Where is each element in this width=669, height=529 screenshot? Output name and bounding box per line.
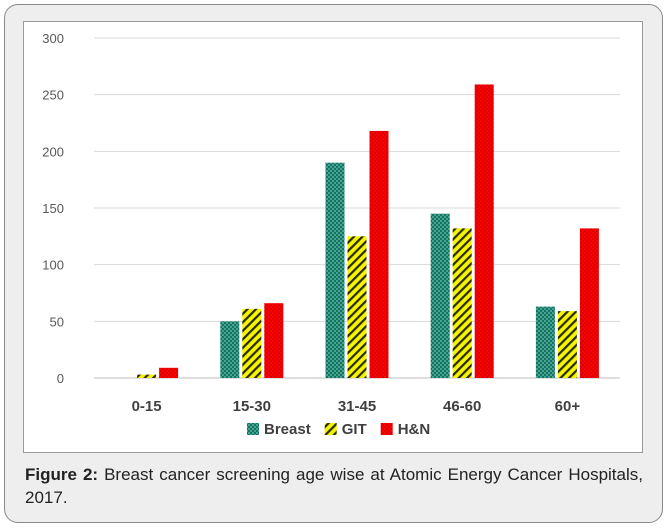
y-tick-label: 100 xyxy=(42,258,64,273)
bar-git-46-60 xyxy=(452,228,472,378)
y-tick-label: 50 xyxy=(50,314,64,329)
figure-caption-text: Breast cancer screening age wise at Atom… xyxy=(25,465,643,507)
bar-h-n-46-60 xyxy=(474,84,494,378)
x-category-label: 60+ xyxy=(555,398,581,415)
bar-git-15-30 xyxy=(242,308,262,378)
bar-git-0-15 xyxy=(137,374,157,378)
bar-breast-15-30 xyxy=(220,321,240,378)
bars xyxy=(137,84,599,378)
x-axis-categories: 0-15 15-30 31-45 46-60 60+ xyxy=(132,398,581,415)
bar-h-n-0-15 xyxy=(159,367,179,378)
legend: Breast GIT H&N xyxy=(247,421,430,438)
y-tick-label: 200 xyxy=(42,144,64,159)
y-tick-label: 250 xyxy=(42,88,64,103)
y-tick-label: 0 xyxy=(57,371,64,386)
bar-chart: 0 50 100 150 200 250 300 0-15 15-30 31-45 46-60 60… xyxy=(42,31,620,438)
legend-label-git: GIT xyxy=(342,421,367,438)
bar-git-60 xyxy=(557,311,577,378)
chart-frame: 0 50 100 150 200 250 300 0-15 15-30 31-45 46-60 60… xyxy=(23,21,643,453)
bar-breast-46-60 xyxy=(430,213,450,378)
y-tick-label: 300 xyxy=(42,31,64,46)
x-category-label: 31-45 xyxy=(338,398,376,415)
bar-h-n-31-45 xyxy=(369,130,389,378)
figure-card: 0 50 100 150 200 250 300 0-15 15-30 31-45 46-60 60… xyxy=(4,4,663,523)
x-category-label: 46-60 xyxy=(443,398,481,415)
legend-swatch-breast xyxy=(247,423,259,435)
y-axis-ticks: 0 50 100 150 200 250 300 xyxy=(42,31,64,386)
y-tick-label: 150 xyxy=(42,201,64,216)
legend-swatch-git xyxy=(324,423,337,435)
x-category-label: 0-15 xyxy=(132,398,162,415)
legend-label-h-n: H&N xyxy=(398,421,431,438)
bar-h-n-15-30 xyxy=(264,303,284,378)
bar-h-n-60 xyxy=(579,228,599,378)
figure-caption: Figure 2: Breast cancer screening age wi… xyxy=(25,463,643,509)
legend-swatch-h-n xyxy=(380,423,393,435)
bar-breast-60 xyxy=(535,306,555,378)
figure-label: Figure 2: xyxy=(25,465,99,484)
bar-git-31-45 xyxy=(347,236,367,378)
x-category-label: 15-30 xyxy=(233,398,271,415)
legend-label-breast: Breast xyxy=(264,421,311,438)
bar-breast-31-45 xyxy=(325,162,345,378)
